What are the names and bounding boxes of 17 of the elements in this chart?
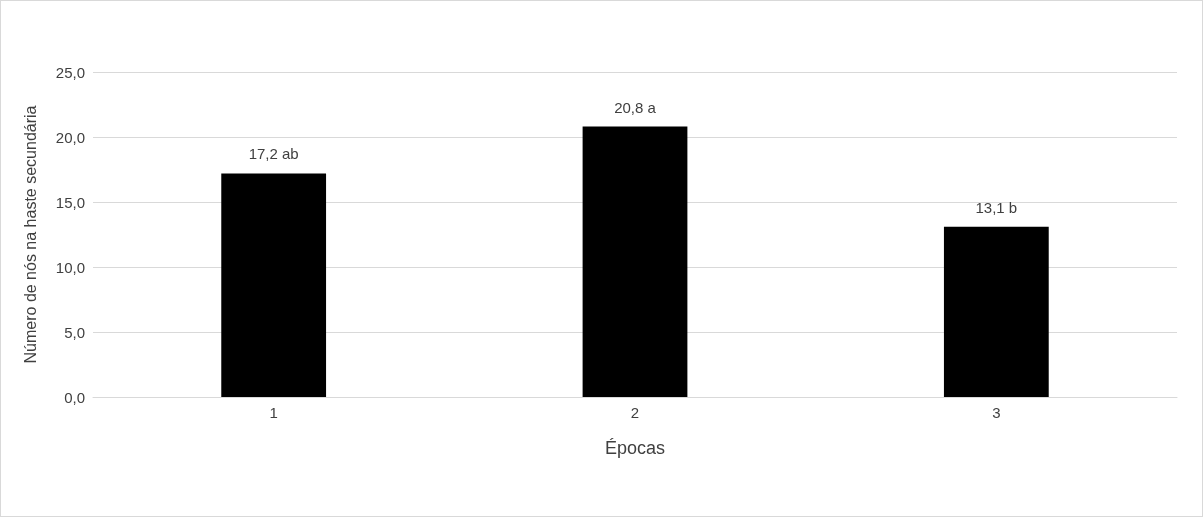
- bar: [221, 173, 327, 397]
- bar: [943, 226, 1049, 397]
- y-tick-label: 10,0: [55, 258, 85, 276]
- y-tick-label: 15,0: [55, 193, 85, 211]
- y-tick-label: 5,0: [64, 323, 85, 341]
- y-axis-title: Número de nós na haste secundária: [21, 105, 39, 364]
- data-label: 13,1 b: [975, 198, 1018, 216]
- x-tick-label: 2: [630, 404, 640, 421]
- x-tick-label: 1: [269, 404, 278, 421]
- x-tick-label: 3: [992, 404, 1001, 421]
- y-tick-label: 25,0: [55, 63, 85, 81]
- y-tick-label: 20,0: [55, 128, 85, 146]
- data-label: 17,2 ab: [248, 145, 299, 163]
- y-tick-label: 0,0: [64, 388, 85, 406]
- x-axis-title: Épocas: [604, 438, 666, 458]
- bar: [582, 126, 688, 397]
- data-label: 20,8 a: [614, 98, 657, 116]
